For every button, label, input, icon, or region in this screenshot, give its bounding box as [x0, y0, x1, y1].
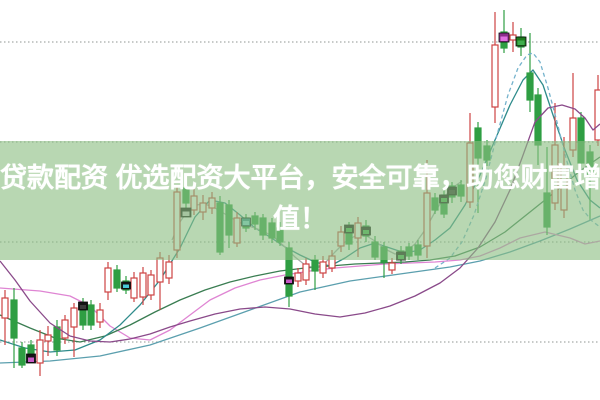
signal-marker-inner	[123, 284, 129, 288]
candle-body	[534, 94, 542, 146]
candle-body	[10, 299, 18, 339]
ma-spike-dashed	[434, 52, 600, 269]
candle-body	[509, 34, 517, 41]
candle-body	[36, 339, 44, 364]
candle-body	[113, 269, 121, 289]
candle-body	[96, 309, 104, 323]
candle-body	[594, 89, 600, 141]
candle-body	[18, 347, 26, 366]
candle-body	[139, 272, 147, 298]
candle-body	[61, 319, 69, 339]
signal-marker-inner	[286, 279, 292, 283]
candle-body	[388, 262, 396, 271]
signal-marker-inner	[517, 40, 525, 45]
candle-body	[147, 274, 155, 296]
candle-body	[44, 334, 52, 342]
candle-body	[319, 261, 327, 274]
candle-body	[53, 326, 61, 351]
candle-body	[294, 272, 302, 282]
candle-body	[70, 307, 78, 328]
promo-banner-line2: 值！	[273, 204, 327, 234]
candle-body	[156, 257, 164, 283]
candle-body	[130, 277, 138, 299]
signal-marker-inner	[28, 357, 34, 362]
promo-banner: 贷款配资 优选配资大平台，安全可靠，助您财富增 值！	[0, 141, 600, 260]
candle-body	[302, 263, 310, 281]
candle-body	[165, 261, 173, 279]
candle-body	[1, 297, 9, 319]
candle-body	[311, 259, 319, 272]
candle-body	[104, 267, 112, 293]
ma-purple	[0, 104, 600, 343]
candle-body	[526, 72, 534, 101]
candle-body	[491, 44, 499, 108]
promo-banner-line1: 贷款配资 优选配资大平台，安全可靠，助您财富增	[0, 163, 600, 193]
candle-body	[87, 304, 95, 326]
signal-marker-inner	[80, 305, 86, 309]
signal-marker-inner	[500, 36, 508, 41]
